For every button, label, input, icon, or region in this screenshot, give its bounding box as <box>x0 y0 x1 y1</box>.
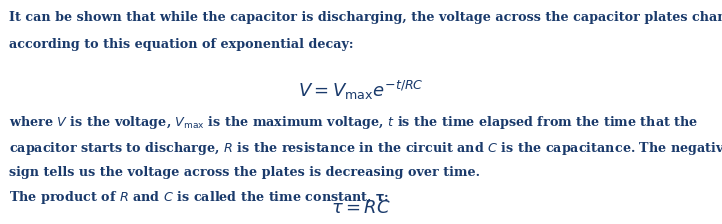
Text: sign tells us the voltage across the plates is decreasing over time.: sign tells us the voltage across the pla… <box>9 166 480 179</box>
Text: It can be shown that while the capacitor is discharging, the voltage across the : It can be shown that while the capacitor… <box>9 11 722 24</box>
Text: according to this equation of exponential decay:: according to this equation of exponentia… <box>9 38 354 51</box>
Text: $\tau = RC$: $\tau = RC$ <box>331 199 391 217</box>
Text: capacitor starts to discharge, $\mathit{R}$ is the resistance in the circuit and: capacitor starts to discharge, $\mathit{… <box>9 140 722 157</box>
Text: $V = V_{\mathrm{max}}e^{-t/RC}$: $V = V_{\mathrm{max}}e^{-t/RC}$ <box>298 78 424 101</box>
Text: The product of $\mathit{R}$ and $\mathit{C}$ is called the time constant, $\math: The product of $\mathit{R}$ and $\mathit… <box>9 189 390 206</box>
Text: where $\mathit{V}$ is the voltage, $\mathit{V}_{\mathrm{max}}$ is the maximum vo: where $\mathit{V}$ is the voltage, $\mat… <box>9 114 699 131</box>
